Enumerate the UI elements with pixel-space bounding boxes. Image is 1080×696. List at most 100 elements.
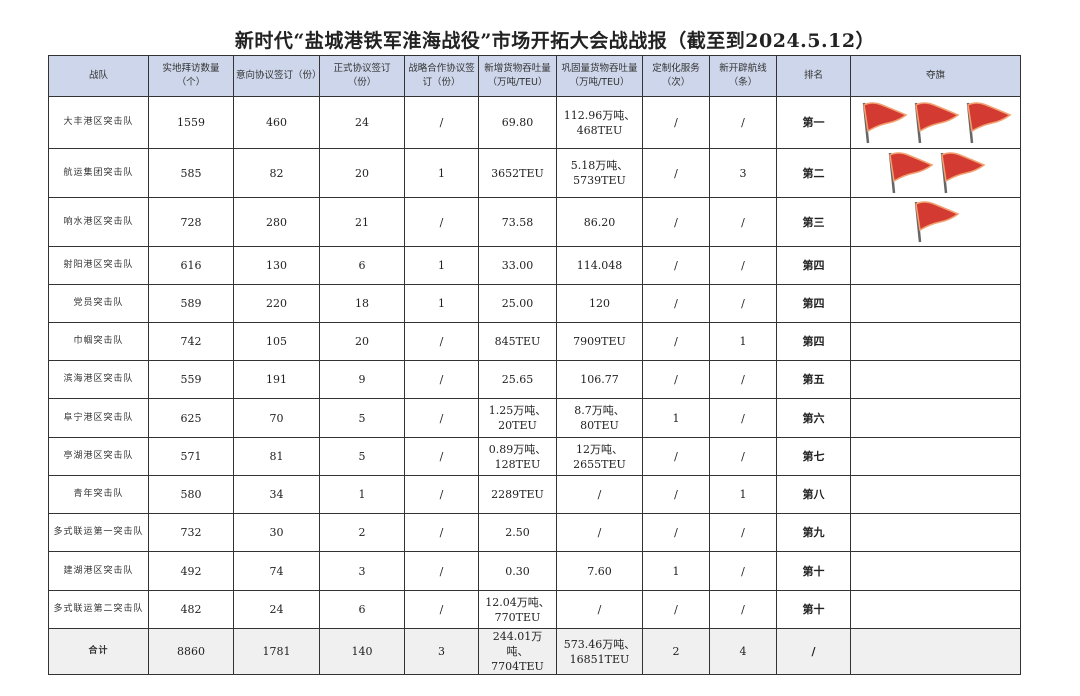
red-flag-icon (910, 198, 962, 246)
cell-new-throughput: 69.80 (478, 96, 557, 149)
cell-team: 航运集团突击队 (48, 148, 149, 198)
cell-routes: / (709, 590, 777, 629)
cell-formal: 21 (319, 197, 405, 247)
cell-team: 党员突击队 (48, 284, 149, 323)
table-row: 亭湖港区突击队 571 81 5/0.89万吨、128TEU 12万吨、2655TEU /… (48, 437, 1021, 476)
cell-intent: 82 (233, 148, 320, 198)
cell-visits: 8860 (148, 628, 234, 675)
cell-consolidated: 114.048 (556, 246, 643, 285)
cell-strategic: / (404, 513, 479, 552)
cell-team: 亭湖港区突击队 (48, 437, 149, 476)
cell-intent: 130 (233, 246, 320, 285)
cell-custom: / (642, 197, 710, 247)
cell-visits: 616 (148, 246, 234, 285)
header-row: 战队 实地拜访数量（个） 意向协议签订（份） 正式协议签订（份） 战略合作协议签… (48, 55, 1021, 97)
cell-formal: 140 (319, 628, 405, 675)
cell-new-throughput: 73.58 (478, 197, 557, 247)
cell-routes: / (709, 360, 777, 399)
cell-strategic: / (404, 475, 479, 514)
cell-formal: 20 (319, 148, 405, 198)
cell-rank: 第六 (776, 398, 851, 438)
cell-consolidated: 7909TEU (556, 322, 643, 361)
table-row: 响水港区突击队 728 280 21/73.58 86.20// 第三 (48, 197, 1021, 247)
cell-routes: 1 (709, 322, 777, 361)
cell-rank: 第十 (776, 551, 851, 591)
cell-visits: 571 (148, 437, 234, 476)
cell-consolidated: 112.96万吨、468TEU (556, 96, 643, 149)
red-flag-icon (910, 99, 962, 147)
cell-visits: 580 (148, 475, 234, 514)
cell-consolidated: / (556, 590, 643, 629)
cell-visits: 585 (148, 148, 234, 198)
cell-routes: / (709, 246, 777, 285)
total-row: 合计 8860 1781 140 3 244.01万吨、7704TEU 573.46万吨、1… (48, 628, 1021, 675)
cell-formal: 6 (319, 246, 405, 285)
cell-flags (850, 437, 1021, 476)
cell-intent: 1781 (233, 628, 320, 675)
cell-custom: / (642, 322, 710, 361)
cell-new-throughput: 33.00 (478, 246, 557, 285)
cell-custom: / (642, 284, 710, 323)
cell-flags (850, 197, 1021, 247)
cell-consolidated: 5.18万吨、5739TEU (556, 148, 643, 198)
cell-routes: 1 (709, 475, 777, 514)
cell-strategic: / (404, 437, 479, 476)
cell-strategic: / (404, 96, 479, 149)
cell-flags (850, 551, 1021, 591)
cell-new-throughput: 25.65 (478, 360, 557, 399)
cell-intent: 34 (233, 475, 320, 514)
cell-formal: 20 (319, 322, 405, 361)
cell-intent: 280 (233, 197, 320, 247)
cell-new-throughput: 0.89万吨、128TEU (478, 437, 557, 476)
header-new-throughput: 新增货物吞吐量（万吨/TEU） (478, 55, 557, 97)
header-visits: 实地拜访数量（个） (148, 55, 234, 97)
cell-rank: 第二 (776, 148, 851, 198)
cell-consolidated: 7.60 (556, 551, 643, 591)
cell-rank: 第三 (776, 197, 851, 247)
cell-intent: 30 (233, 513, 320, 552)
cell-routes: / (709, 398, 777, 438)
cell-intent: 191 (233, 360, 320, 399)
cell-intent: 24 (233, 590, 320, 629)
cell-new-throughput: 0.30 (478, 551, 557, 591)
header-intent: 意向协议签订（份） (233, 55, 322, 97)
header-consolidated: 巩固量货物吞吐量（万吨/TEU） (556, 55, 643, 97)
cell-new-throughput: 2.50 (478, 513, 557, 552)
cell-visits: 728 (148, 197, 234, 247)
red-flag-icon (936, 149, 988, 197)
cell-intent: 460 (233, 96, 320, 149)
table-row: 射阳港区突击队 616 130 6 1 33.00 114.048// 第四 (48, 246, 1021, 285)
cell-visits: 742 (148, 322, 234, 361)
cell-routes: 3 (709, 148, 777, 198)
cell-team: 多式联运第二突击队 (48, 590, 149, 629)
cell-formal: 2 (319, 513, 405, 552)
cell-team: 合计 (48, 628, 149, 675)
cell-consolidated: / (556, 475, 643, 514)
cell-new-throughput: 12.04万吨、770TEU (478, 590, 557, 629)
cell-team: 响水港区突击队 (48, 197, 149, 247)
cell-flags (850, 475, 1021, 514)
cell-rank: 第五 (776, 360, 851, 399)
cell-visits: 589 (148, 284, 234, 323)
cell-team: 多式联运第一突击队 (48, 513, 149, 552)
cell-visits: 492 (148, 551, 234, 591)
cell-custom: 1 (642, 398, 710, 438)
cell-visits: 1559 (148, 96, 234, 149)
cell-formal: 3 (319, 551, 405, 591)
cell-formal: 5 (319, 437, 405, 476)
battle-report-table: 战队 实地拜访数量（个） 意向协议签订（份） 正式协议签订（份） 战略合作协议签… (48, 55, 1021, 675)
cell-flags (850, 284, 1021, 323)
cell-consolidated: 12万吨、2655TEU (556, 437, 643, 476)
cell-flags (850, 513, 1021, 552)
cell-flags (850, 360, 1021, 399)
cell-team: 射阳港区突击队 (48, 246, 149, 285)
cell-team: 青年突击队 (48, 475, 149, 514)
cell-team: 建湖港区突击队 (48, 551, 149, 591)
cell-custom: / (642, 475, 710, 514)
cell-intent: 74 (233, 551, 320, 591)
cell-strategic: 1 (404, 284, 479, 323)
cell-routes: 4 (709, 628, 777, 675)
cell-intent: 105 (233, 322, 320, 361)
table-row: 滨海港区突击队 559 191 9/25.65 106.77// 第五 (48, 360, 1021, 399)
cell-routes: / (709, 96, 777, 149)
